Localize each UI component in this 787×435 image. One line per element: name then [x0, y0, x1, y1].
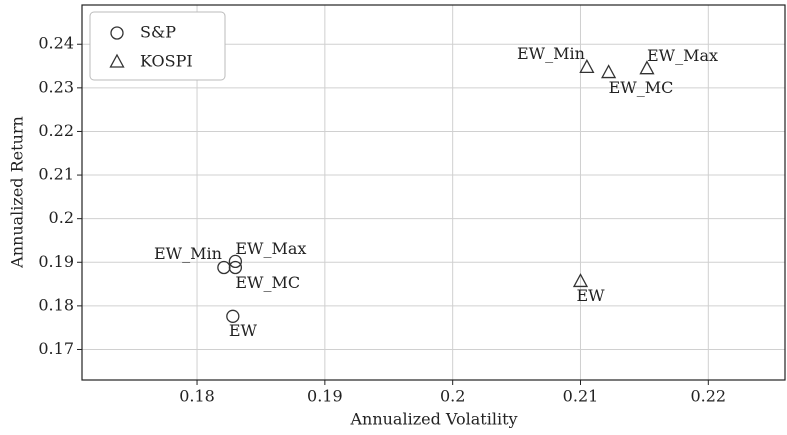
y-tick-label: 0.21: [38, 165, 74, 184]
point: [601, 64, 617, 79]
x-tick-label: 0.18: [179, 387, 215, 406]
legend-label: S&P: [140, 23, 176, 42]
point: [228, 254, 243, 269]
x-tick-label: 0.21: [563, 387, 599, 406]
point-label: EW_MC: [235, 273, 300, 292]
point: [572, 273, 589, 288]
x-axis-title: Annualized Volatility: [349, 410, 517, 429]
y-tick-label: 0.2: [49, 208, 74, 227]
point-label: EW_Max: [647, 46, 718, 65]
point-label: EW_Max: [235, 239, 306, 258]
legend-box: [89, 11, 226, 81]
y-axis-title: Annualized Return: [8, 116, 27, 269]
x-tick-label: 0.2: [440, 387, 465, 406]
point-label: EW: [576, 286, 605, 305]
x-tick-label: 0.22: [690, 387, 726, 406]
plot-frame: [81, 4, 786, 381]
y-tick-label: 0.24: [38, 34, 74, 53]
y-tick-label: 0.17: [38, 339, 74, 358]
point: [639, 60, 655, 75]
y-tick-label: 0.22: [38, 121, 74, 140]
point-label: EW_MC: [609, 78, 674, 97]
legend-label: KOSPI: [140, 52, 193, 71]
y-tick-label: 0.18: [38, 295, 74, 314]
legend-marker: [109, 53, 125, 68]
x-tick-label: 0.19: [307, 387, 343, 406]
legend-marker: [110, 26, 124, 40]
point: [217, 260, 231, 275]
point: [228, 260, 243, 275]
point-label: EW_Min: [154, 244, 222, 263]
point: [579, 58, 595, 74]
point-label: EW_Min: [517, 44, 585, 63]
point-label: EW: [229, 321, 258, 340]
y-tick-label: 0.19: [38, 252, 74, 271]
y-tick-label: 0.23: [38, 77, 74, 96]
point: [226, 309, 240, 323]
